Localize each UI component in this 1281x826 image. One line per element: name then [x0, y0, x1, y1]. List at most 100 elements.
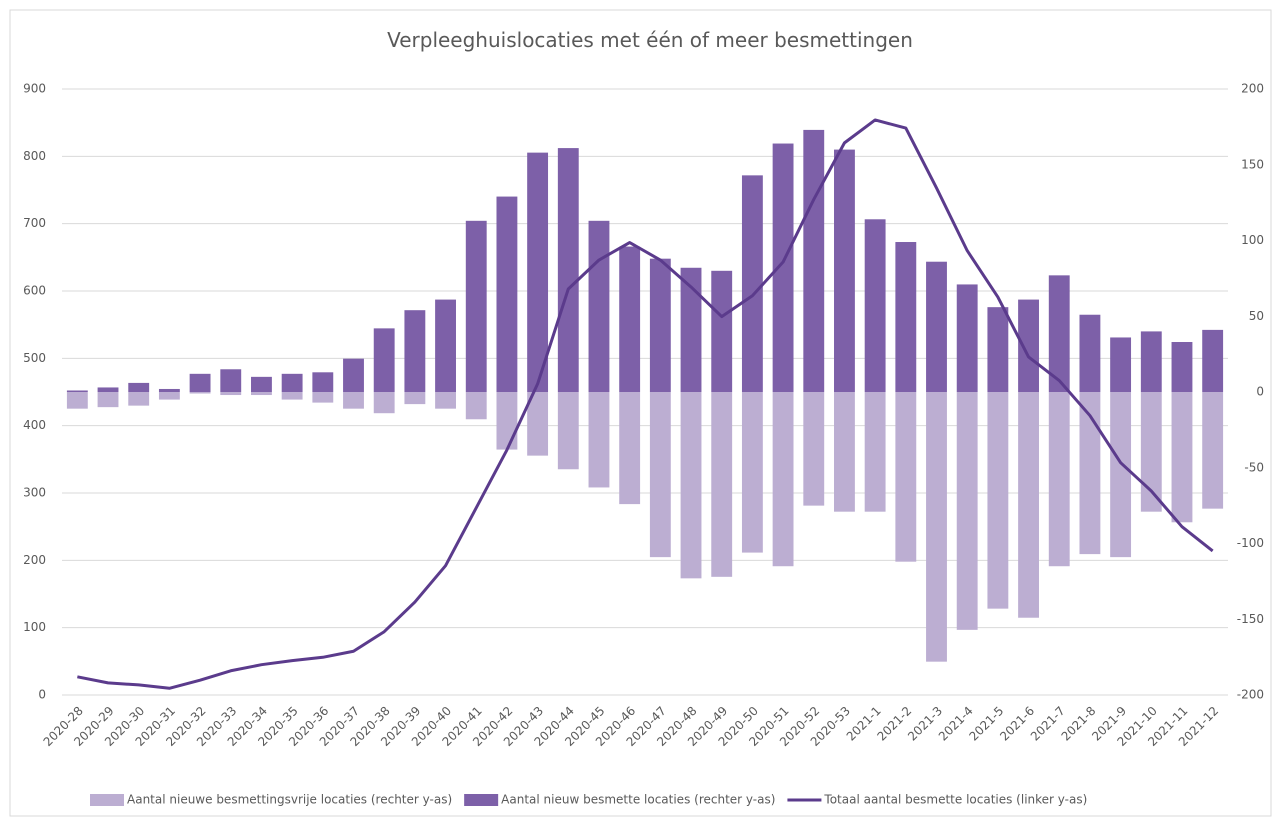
bar	[1171, 392, 1193, 523]
bar	[895, 242, 917, 392]
bar	[649, 392, 671, 558]
bar	[803, 129, 825, 392]
bar	[711, 392, 733, 577]
bar	[680, 392, 702, 579]
y2-tick-label: 50	[1249, 309, 1264, 323]
bar	[834, 392, 855, 512]
legend-label: Aantal nieuw besmette locaties (rechter …	[501, 793, 775, 807]
bar	[465, 220, 487, 392]
bar	[864, 392, 886, 512]
bar	[527, 392, 549, 456]
bar	[404, 392, 426, 405]
y2-tick-label: -50	[1244, 460, 1264, 474]
bar	[1048, 392, 1070, 567]
bar	[343, 392, 364, 409]
bar	[1140, 331, 1162, 392]
bar	[741, 175, 763, 392]
bar	[343, 358, 364, 392]
bar	[772, 392, 794, 567]
legend-swatch	[90, 794, 124, 806]
bar	[588, 392, 610, 488]
y-tick-label: 400	[23, 418, 46, 432]
y2-tick-label: 100	[1241, 233, 1264, 247]
bar	[66, 392, 88, 409]
y2-tick-label: -150	[1237, 612, 1264, 626]
legend-label: Aantal nieuwe besmettingsvrije locaties …	[127, 793, 452, 807]
bar	[1110, 337, 1132, 392]
bar	[803, 392, 825, 506]
bar	[527, 152, 549, 392]
y-tick-label: 900	[23, 82, 46, 96]
bar	[834, 149, 855, 392]
bar	[619, 392, 641, 505]
bar	[435, 392, 456, 409]
bar	[251, 376, 272, 392]
bar	[158, 392, 180, 400]
y-tick-label: 100	[23, 620, 46, 634]
bar	[1202, 329, 1224, 392]
bar	[312, 372, 334, 392]
bar	[557, 392, 579, 470]
y-tick-label: 600	[23, 284, 46, 298]
y-tick-label: 800	[23, 149, 46, 163]
bar	[926, 392, 947, 662]
bar	[1079, 392, 1101, 555]
chart-title: Verpleeghuislocaties met één of meer bes…	[387, 28, 913, 52]
y2-tick-label: -100	[1237, 536, 1264, 550]
bar	[373, 328, 395, 392]
bar	[956, 392, 978, 630]
y-tick-label: 200	[23, 553, 46, 567]
bar	[1171, 342, 1193, 392]
bar	[649, 258, 671, 392]
bar	[373, 392, 395, 414]
bar	[926, 261, 947, 392]
y2-tick-label: 200	[1241, 82, 1264, 96]
bar	[680, 267, 702, 392]
bar	[895, 392, 917, 562]
bar	[465, 392, 487, 420]
bar	[128, 392, 150, 406]
bar	[619, 246, 641, 392]
bar	[557, 148, 579, 392]
y-tick-label: 700	[23, 216, 46, 230]
bar	[189, 373, 211, 392]
bar	[741, 392, 763, 553]
bar	[435, 299, 456, 392]
bar	[97, 387, 119, 392]
bar	[189, 392, 211, 394]
bar	[312, 392, 334, 403]
bar	[588, 220, 610, 392]
bar	[128, 382, 150, 392]
bar	[220, 392, 242, 396]
bar	[956, 284, 978, 392]
legend-label: Totaal aantal besmette locaties (linker …	[823, 793, 1087, 807]
bar	[251, 392, 272, 396]
bar	[1202, 392, 1224, 509]
bar	[1018, 299, 1039, 392]
bar	[1079, 314, 1101, 392]
bar	[1140, 392, 1162, 512]
bar	[711, 270, 733, 392]
bar	[864, 219, 886, 392]
bar	[281, 373, 303, 392]
bar	[97, 392, 119, 408]
legend-swatch	[464, 794, 499, 806]
y2-tick-label: 150	[1241, 157, 1264, 171]
bar	[987, 392, 1009, 609]
bar	[158, 388, 180, 392]
bar	[281, 392, 303, 400]
y-tick-label: 500	[23, 351, 46, 365]
y-tick-label: 0	[38, 688, 46, 702]
y2-tick-label: 0	[1256, 385, 1264, 399]
bar	[1110, 392, 1132, 558]
chart-border	[9, 9, 1272, 817]
bar	[1018, 392, 1039, 618]
bar	[496, 392, 518, 450]
y2-tick-label: -200	[1237, 688, 1264, 702]
bar	[66, 390, 88, 392]
y-tick-label: 300	[23, 486, 46, 500]
line	[77, 118, 1214, 690]
bar	[404, 310, 426, 392]
bar	[987, 307, 1009, 392]
